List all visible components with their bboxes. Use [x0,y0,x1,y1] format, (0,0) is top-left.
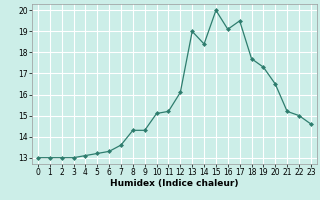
X-axis label: Humidex (Indice chaleur): Humidex (Indice chaleur) [110,179,239,188]
